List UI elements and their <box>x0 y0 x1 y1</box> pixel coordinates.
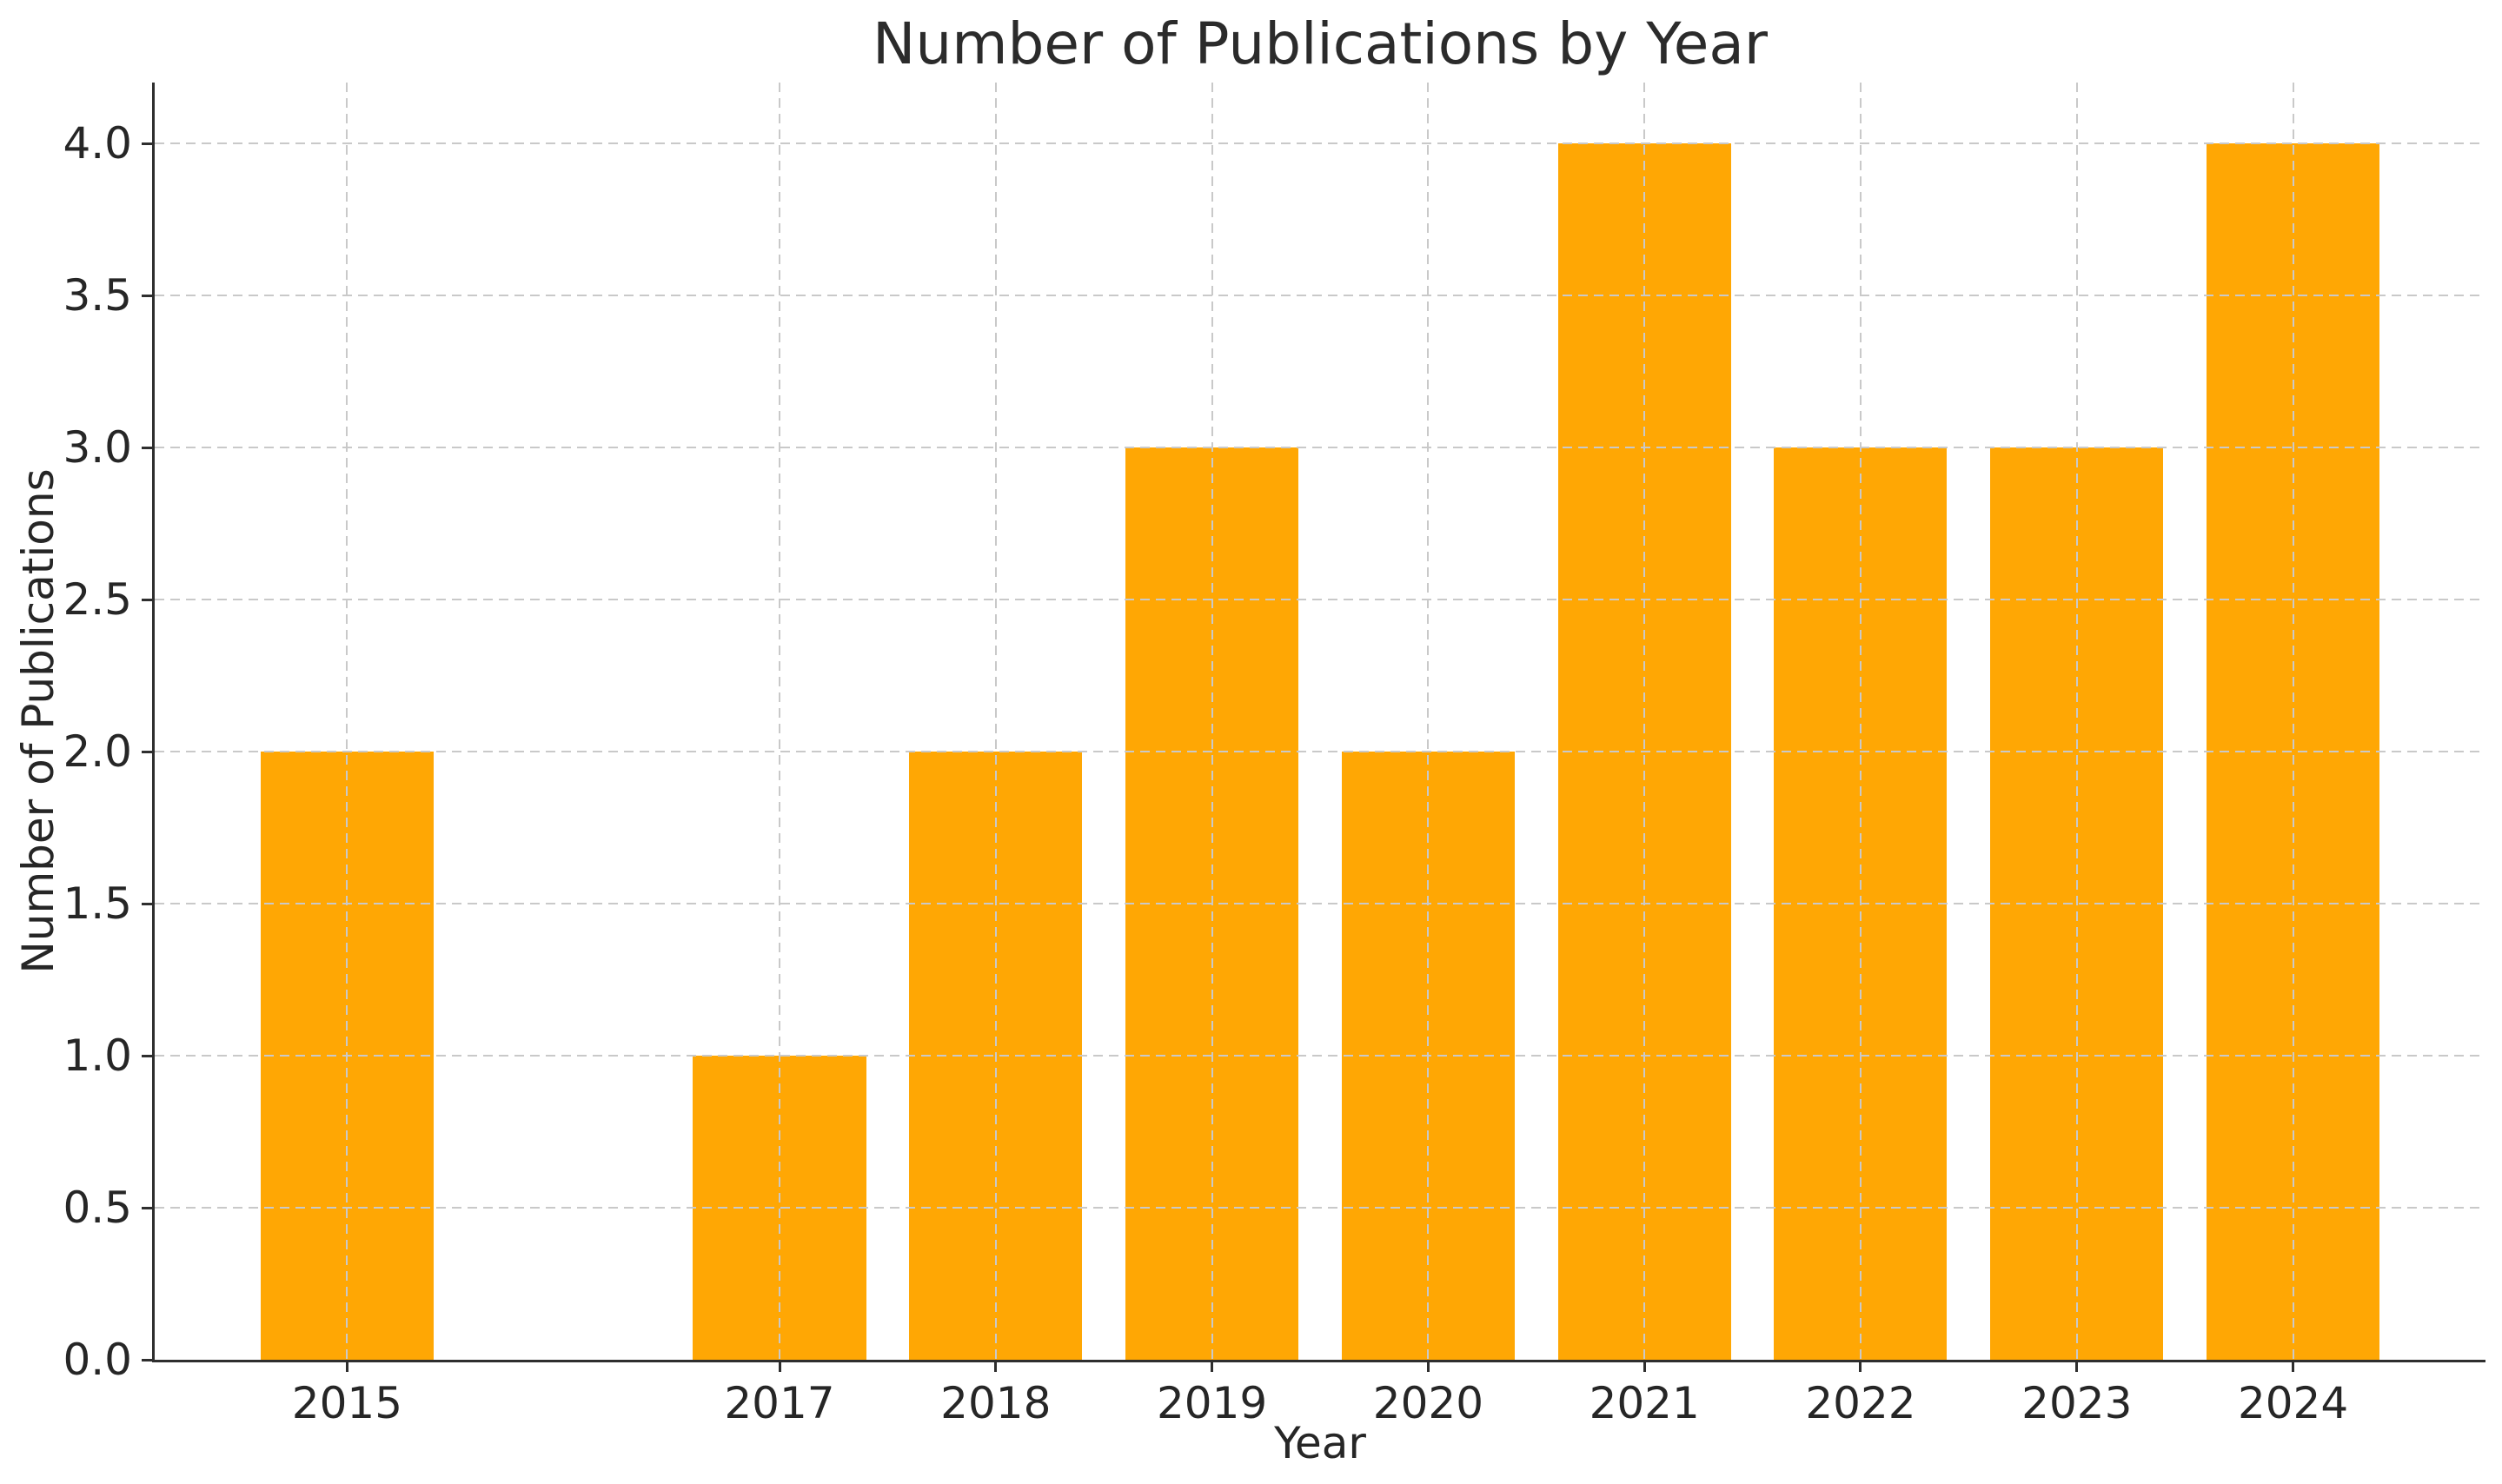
x-tick-label-2019: 2019 <box>1156 1378 1268 1428</box>
x-tick-mark-2017 <box>778 1361 781 1372</box>
v-gridline-2015 <box>346 83 348 1360</box>
h-gridline-1.5 <box>155 903 2485 904</box>
x-axis-label: Year <box>1274 1418 1366 1468</box>
y-tick-mark-1.0 <box>142 1054 153 1057</box>
x-tick-label-2018: 2018 <box>940 1378 1052 1428</box>
y-tick-label-1.0: 1.0 <box>63 1030 132 1081</box>
y-tick-label-3.0: 3.0 <box>63 422 132 473</box>
x-tick-label-2022: 2022 <box>1805 1378 1916 1428</box>
x-tick-mark-2023 <box>2075 1361 2079 1372</box>
x-tick-label-2024: 2024 <box>2237 1378 2349 1428</box>
y-tick-label-0.5: 0.5 <box>63 1183 132 1233</box>
v-gridline-2020 <box>1427 83 1430 1360</box>
v-gridline-2017 <box>779 83 780 1360</box>
y-tick-mark-3.0 <box>142 446 153 449</box>
y-tick-label-0.0: 0.0 <box>63 1335 132 1385</box>
v-gridline-2024 <box>2292 83 2294 1360</box>
x-tick-label-2020: 2020 <box>1372 1378 1484 1428</box>
y-axis-spine <box>152 83 155 1360</box>
y-tick-mark-0.0 <box>142 1358 153 1361</box>
y-tick-label-3.5: 3.5 <box>63 270 132 321</box>
x-tick-mark-2015 <box>345 1361 348 1372</box>
y-tick-mark-3.5 <box>142 294 153 297</box>
h-gridline-1 <box>155 1055 2485 1057</box>
h-gridline-2 <box>155 751 2485 752</box>
plot-area <box>152 83 2485 1362</box>
y-tick-label-1.5: 1.5 <box>63 878 132 929</box>
x-tick-label-2017: 2017 <box>724 1378 835 1428</box>
y-tick-label-2.5: 2.5 <box>63 574 132 625</box>
y-tick-label-4.0: 4.0 <box>63 118 132 169</box>
x-tick-mark-2024 <box>2292 1361 2295 1372</box>
y-tick-mark-2.5 <box>142 598 153 601</box>
v-gridline-2021 <box>1643 83 1646 1360</box>
h-gridline-2.5 <box>155 599 2485 600</box>
y-tick-mark-2.0 <box>142 750 153 753</box>
x-tick-mark-2019 <box>1211 1361 1214 1372</box>
x-tick-mark-2021 <box>1643 1361 1646 1372</box>
x-tick-label-2015: 2015 <box>291 1378 403 1428</box>
chart-title: Number of Publications by Year <box>873 10 1768 77</box>
x-tick-label-2023: 2023 <box>2021 1378 2133 1428</box>
y-tick-mark-1.5 <box>142 902 153 905</box>
v-gridline-2023 <box>2075 83 2078 1360</box>
x-axis-spine <box>152 1360 2485 1362</box>
v-gridline-2019 <box>1211 83 1213 1360</box>
x-tick-mark-2022 <box>1859 1361 1862 1372</box>
x-tick-mark-2020 <box>1426 1361 1430 1372</box>
x-tick-mark-2018 <box>994 1361 998 1372</box>
h-gridline-0.5 <box>155 1207 2485 1209</box>
y-tick-mark-0.5 <box>142 1206 153 1209</box>
h-gridline-3.5 <box>155 295 2485 296</box>
y-tick-label-2.0: 2.0 <box>63 726 132 777</box>
x-tick-label-2021: 2021 <box>1589 1378 1700 1428</box>
v-gridline-2018 <box>994 83 997 1360</box>
v-gridline-2022 <box>1859 83 1862 1360</box>
h-gridline-3 <box>155 447 2485 448</box>
h-gridline-4 <box>155 142 2485 144</box>
y-tick-mark-4.0 <box>142 142 153 145</box>
